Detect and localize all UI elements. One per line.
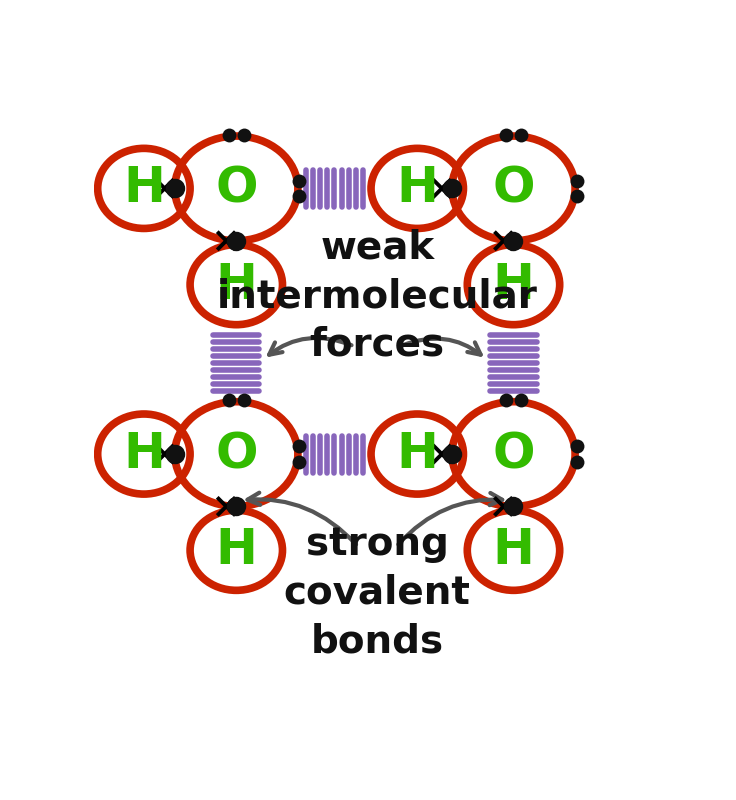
Text: weak
intermolecular
forces: weak intermolecular forces bbox=[217, 229, 537, 364]
Text: O: O bbox=[215, 164, 258, 212]
Text: H: H bbox=[396, 164, 438, 212]
Text: H: H bbox=[492, 526, 534, 574]
Text: H: H bbox=[396, 430, 438, 478]
Text: H: H bbox=[216, 526, 257, 574]
Text: O: O bbox=[492, 430, 535, 478]
Text: H: H bbox=[216, 261, 257, 309]
Text: H: H bbox=[123, 430, 165, 478]
Text: H: H bbox=[123, 164, 165, 212]
Text: strong
covalent
bonds: strong covalent bonds bbox=[284, 525, 470, 660]
Text: O: O bbox=[215, 430, 258, 478]
Text: O: O bbox=[492, 164, 535, 212]
Text: H: H bbox=[492, 261, 534, 309]
